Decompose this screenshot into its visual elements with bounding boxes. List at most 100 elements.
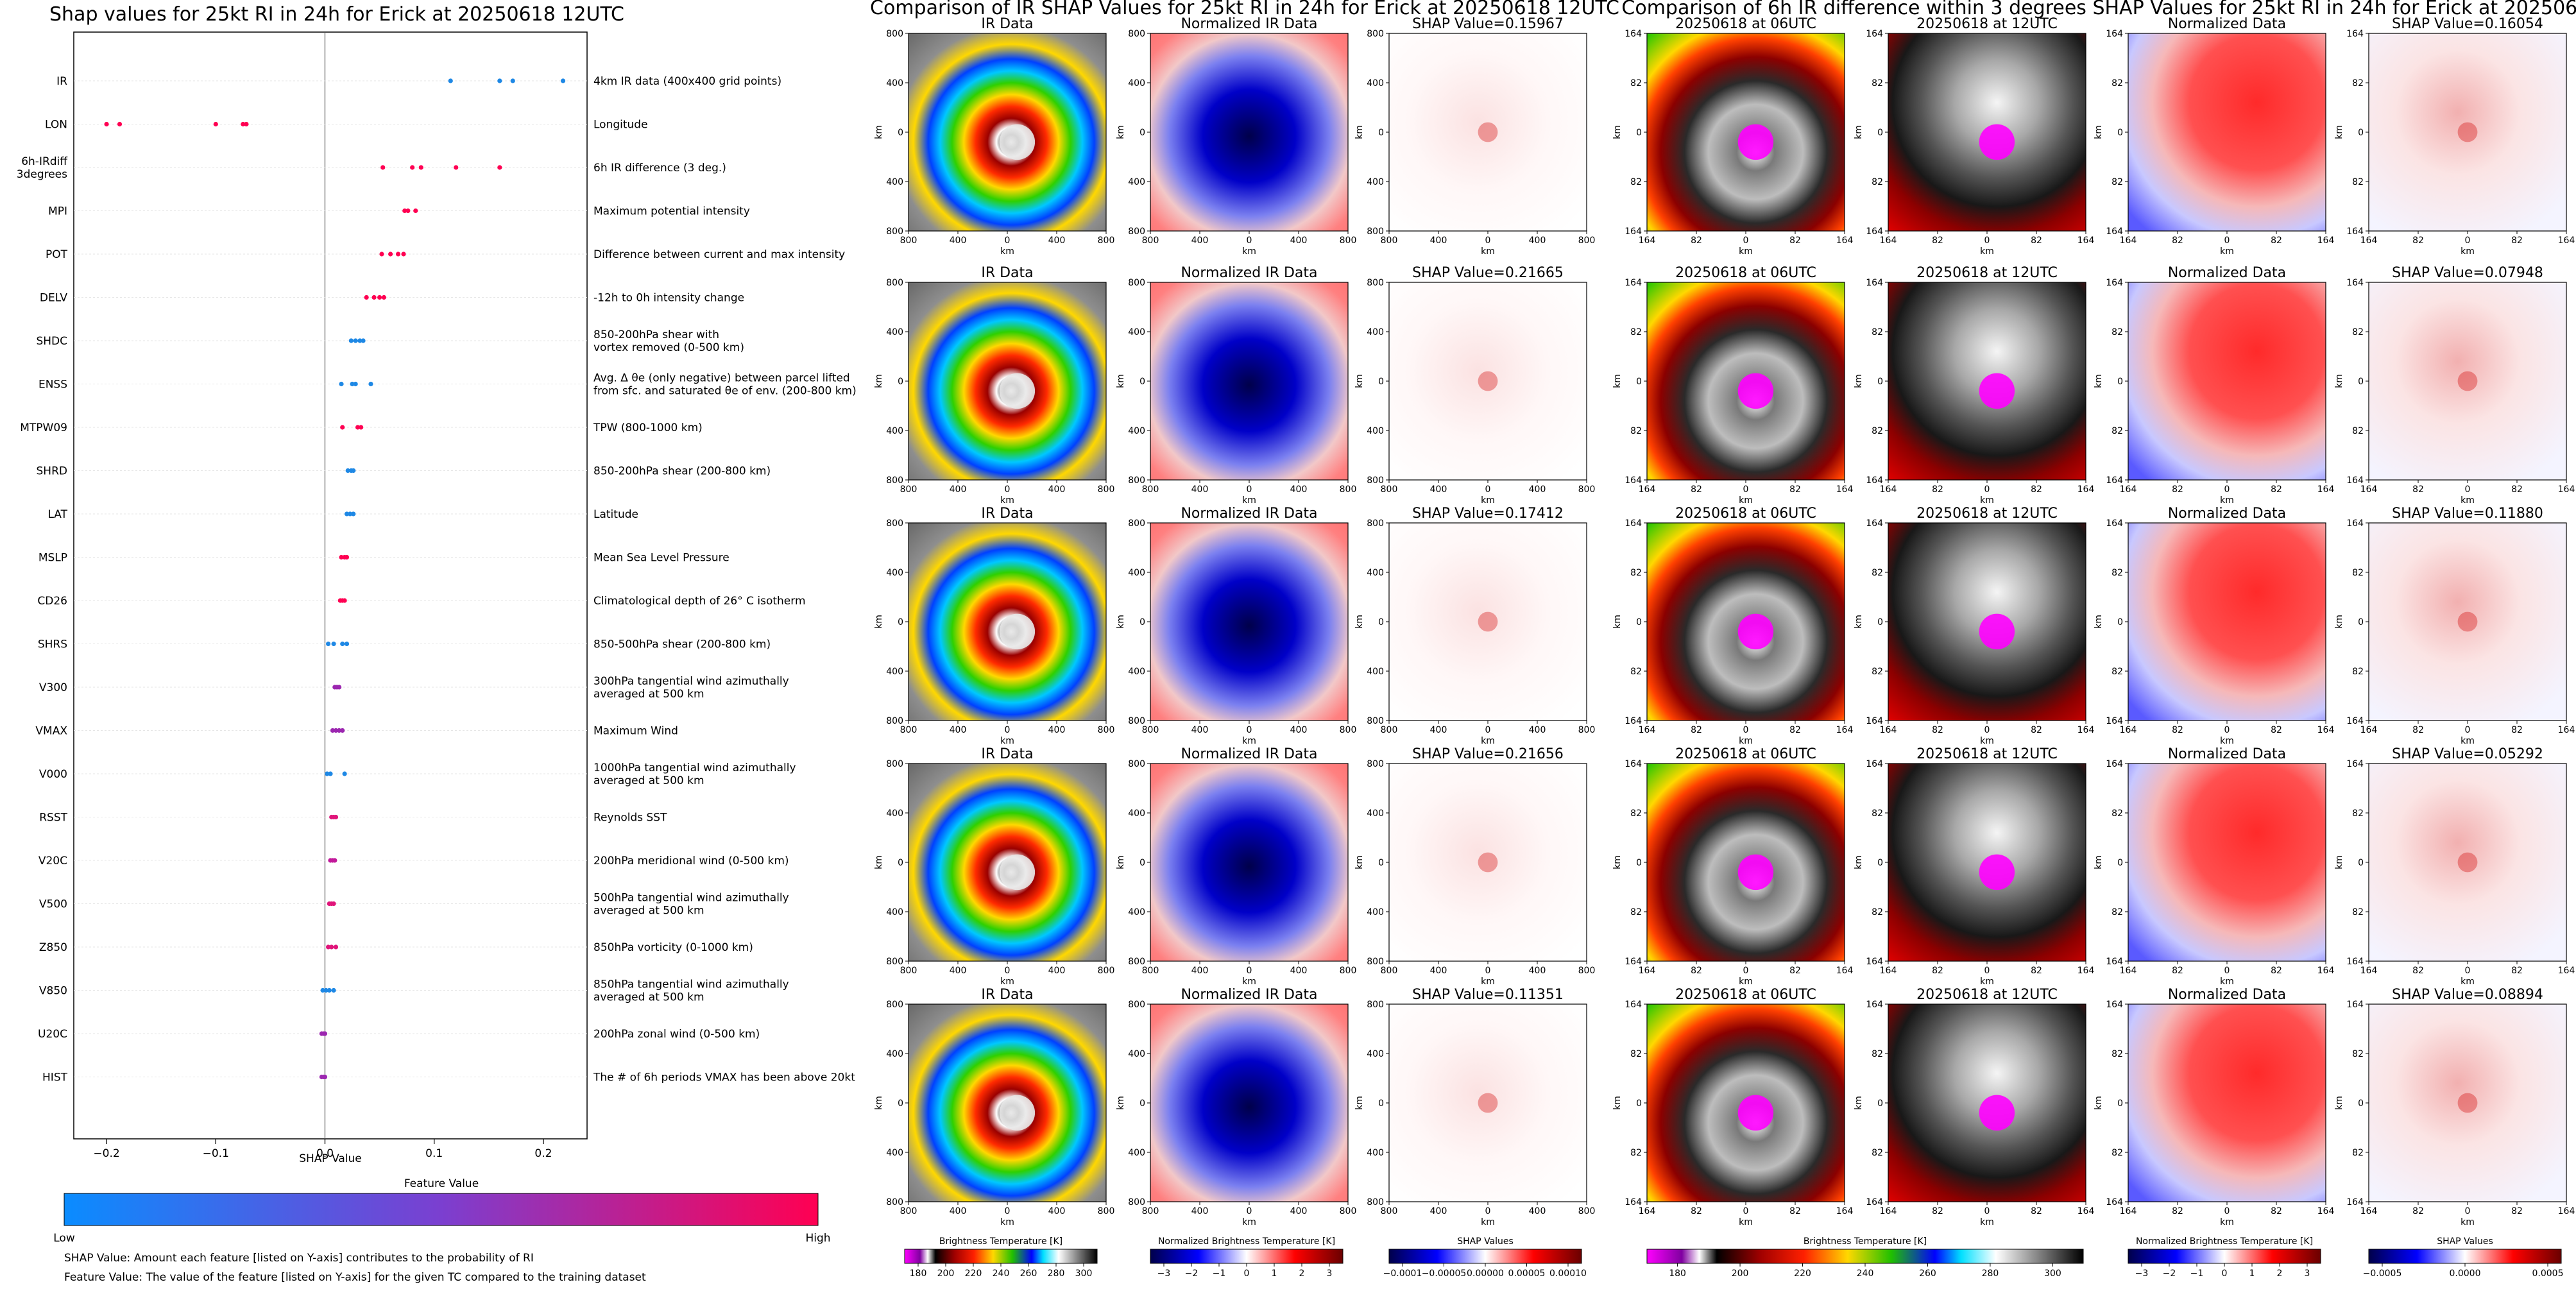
x-tick-label: 164 <box>1880 235 1897 246</box>
y-tick-label: 164 <box>1866 1197 1883 1208</box>
x-tick-label: 0 <box>1984 235 1990 246</box>
panel-title: IR Data <box>981 506 1033 522</box>
shap-point <box>337 728 342 733</box>
colorbar-label: Brightness Temperature [K] <box>939 1236 1062 1247</box>
colorbar-tick-label: 1 <box>1272 1268 1277 1279</box>
panel-title: Normalized IR Data <box>1181 16 1317 32</box>
shap-point <box>379 252 384 257</box>
y-tick-label: 400 <box>886 177 903 187</box>
y-axis-label: km <box>1354 615 1365 629</box>
x-tick-label: 82 <box>1691 235 1702 246</box>
panel-title: 20250618 at 12UTC <box>1916 746 2058 762</box>
x-tick-label: 0.0 <box>316 1147 334 1160</box>
panel-title: IR Data <box>981 265 1033 281</box>
x-tick-label: 82 <box>2031 1206 2042 1216</box>
panel-title: Normalized Data <box>2168 746 2286 762</box>
y-tick-label: 0 <box>1877 858 1883 868</box>
diff-comparison-title: Comparison of 6h IR difference within 3 … <box>1621 0 2576 19</box>
x-tick-label: 400 <box>1290 966 1308 976</box>
x-tick-label: 800 <box>1098 966 1115 976</box>
y-tick-label: 0 <box>898 617 903 627</box>
panel-title: 20250618 at 12UTC <box>1916 506 2058 522</box>
ir-comparison-title: Comparison of IR SHAP Values for 25kt RI… <box>870 0 1619 19</box>
x-axis-label: km <box>1980 246 1994 257</box>
x-tick-label: 82 <box>2511 966 2523 976</box>
colorbar-tick-label: 1 <box>2249 1268 2255 1279</box>
x-tick-label: 82 <box>2271 966 2282 976</box>
x-tick-label: 400 <box>1529 725 1546 735</box>
x-axis-label: km <box>1481 1217 1495 1227</box>
y-tick-label: 164 <box>1866 226 1883 237</box>
y-tick-label: 0 <box>1139 377 1145 387</box>
x-tick-label: 0 <box>1984 966 1990 976</box>
y-tick-label: 82 <box>2111 327 2123 337</box>
y-tick-label: 800 <box>1128 1197 1145 1208</box>
y-axis-label: km <box>2094 125 2104 139</box>
feature-value-label: Feature Value <box>404 1177 479 1190</box>
x-tick-label: 400 <box>1191 1206 1209 1216</box>
shap-hotspot-mark <box>1478 611 1498 632</box>
y-tick-label: 400 <box>886 667 903 677</box>
y-tick-label: 0 <box>1636 377 1642 387</box>
x-tick-label: 82 <box>1932 966 1943 976</box>
y-tick-label: 164 <box>1625 278 1642 288</box>
colorbar-strip <box>1388 1249 1582 1264</box>
y-tick-label: 0 <box>1636 128 1642 138</box>
shap-point <box>353 381 358 387</box>
y-tick-label: 82 <box>1872 1148 1883 1158</box>
y-tick-label: 82 <box>1872 667 1883 677</box>
y-tick-label: 164 <box>1866 716 1883 726</box>
y-tick-label: 82 <box>2352 426 2364 436</box>
x-tick-label: 82 <box>2031 725 2042 735</box>
feature-description-label: Latitude <box>593 508 638 521</box>
y-tick-label: 82 <box>1630 78 1642 89</box>
x-tick-label: 164 <box>2077 966 2095 976</box>
feature-description-label: Avg. Δ θe (only negative) between parcel… <box>593 372 850 385</box>
x-tick-label: 82 <box>2271 484 2282 495</box>
x-tick-label: 82 <box>2412 966 2424 976</box>
x-tick-label: 800 <box>1142 235 1159 246</box>
storm-core-mark <box>999 124 1036 160</box>
x-axis-label: km <box>2461 977 2475 987</box>
x-tick-label: 400 <box>950 966 967 976</box>
x-tick-label: 82 <box>1932 725 1943 735</box>
shap-point <box>368 381 373 387</box>
x-tick-label: 164 <box>1880 966 1897 976</box>
x-tick-label: 800 <box>1381 1206 1398 1216</box>
feature-name-label: MTPW09 <box>20 422 67 434</box>
y-tick-label: 164 <box>2106 957 2123 967</box>
y-tick-label: 164 <box>1866 759 1883 769</box>
x-tick-label: 164 <box>2360 484 2378 495</box>
y-tick-label: 400 <box>1367 426 1384 436</box>
y-tick-label: 82 <box>2352 907 2364 918</box>
y-tick-label: 400 <box>886 1148 903 1158</box>
feature-name-label: V000 <box>39 768 67 781</box>
panel-title: Normalized IR Data <box>1181 265 1317 281</box>
panel-image <box>1389 1004 1587 1202</box>
note-shap-value: SHAP Value: Amount each feature [listed … <box>64 1252 534 1265</box>
y-axis-label: km <box>1612 855 1623 869</box>
colorbar: Brightness Temperature [K] 180 200 220 240 26… <box>1646 1236 2084 1279</box>
panel-title: 20250618 at 06UTC <box>1675 987 1816 1003</box>
colorbar-tick-label: 0.00005 <box>1508 1268 1546 1279</box>
shap-point <box>418 165 423 170</box>
y-tick-label: 800 <box>1128 957 1145 967</box>
x-axis-label: km <box>1481 736 1495 746</box>
x-tick-label: 82 <box>2172 966 2183 976</box>
x-tick-label: 164 <box>1639 966 1656 976</box>
colorbar-tick-label: 220 <box>965 1268 982 1279</box>
x-tick-label: 164 <box>2120 1206 2137 1216</box>
panel-image <box>1389 33 1587 231</box>
panel-image <box>1389 764 1587 961</box>
y-tick-label: 800 <box>1128 716 1145 726</box>
feature-name-label: LON <box>45 119 67 132</box>
y-tick-label: 82 <box>2352 568 2364 578</box>
feature-name-label: Z850 <box>39 941 67 954</box>
colorbar-label: Normalized Brightness Temperature [K] <box>2136 1236 2313 1247</box>
